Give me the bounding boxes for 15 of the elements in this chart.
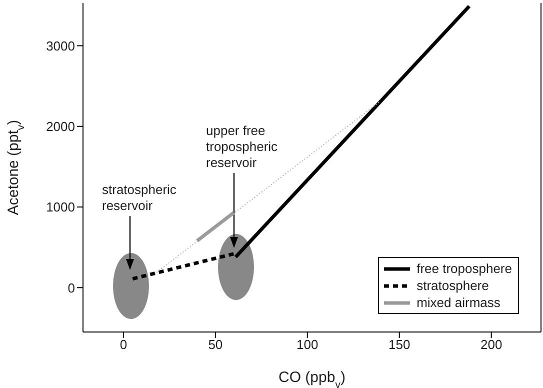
y-tick-label: 2000 [46, 118, 75, 134]
y-tick-label: 3000 [46, 38, 75, 54]
legend-label: free troposphere [416, 260, 512, 277]
x-tick-label: 50 [208, 337, 223, 352]
legend-label: mixed airmass [416, 294, 500, 311]
legend-label: stratosphere [416, 277, 489, 294]
x-tick-label: 100 [296, 337, 318, 352]
x-axis-title: CO (ppb$_{v}$) [278, 369, 346, 388]
x-tick-label: 150 [388, 337, 410, 352]
annotation: stratospheric reservoir [102, 182, 177, 213]
annotation: upper free tropospheric reservoir [206, 123, 278, 170]
y-tick-label: 1000 [46, 200, 75, 215]
x-tick-label: 0 [120, 337, 128, 352]
x-tick-label: 200 [480, 337, 502, 352]
y-tick-label: 0 [68, 280, 75, 296]
